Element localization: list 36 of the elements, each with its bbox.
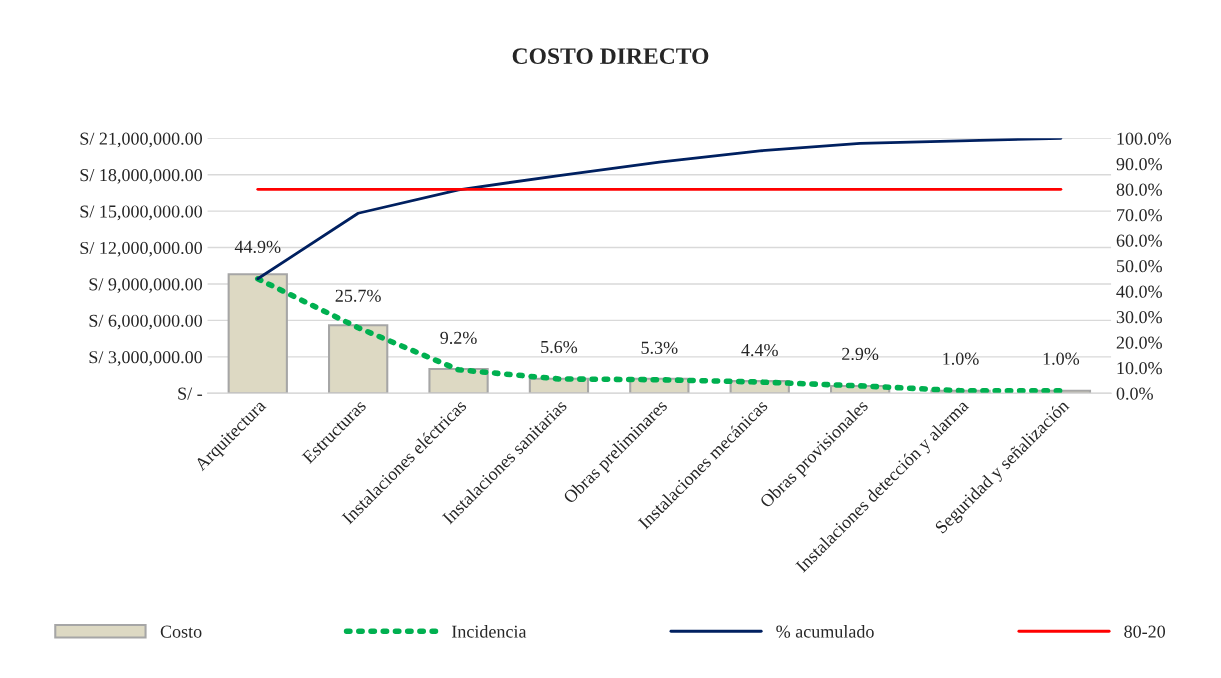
chart-title: COSTO DIRECTO (512, 48, 709, 65)
data-label: 9.2% (440, 331, 477, 344)
legend-label: % acumulado (776, 625, 874, 638)
y2-tick-label: 10.0% (1117, 362, 1162, 375)
y2-tick-label: 50.0% (1117, 260, 1162, 273)
y-tick-label: S/ 6,000,000.00 (89, 314, 203, 330)
data-label: 4.4% (741, 343, 778, 357)
legend-label: Incidencia (451, 625, 527, 638)
y2-tick-label: 30.0% (1116, 311, 1162, 324)
data-label: 5.6% (541, 340, 578, 354)
y2-tick-label: 90.0% (1116, 158, 1162, 171)
data-label: 1.0% (1043, 352, 1080, 365)
y-tick-label: S/ 15,000,000.00 (80, 205, 203, 221)
y2-tick-label: 40.0% (1116, 285, 1162, 298)
y-tick-label: S/ 3,000,000.00 (89, 351, 203, 366)
y-tick-label: S/ 18,000,000.00 (80, 168, 203, 184)
y-tick-label: S/ - (178, 387, 203, 400)
data-label: 25.7% (335, 289, 381, 302)
bar (428, 367, 489, 394)
y2-tick-label: 60.0% (1116, 234, 1162, 247)
y2-tick-label: 20.0% (1116, 336, 1162, 349)
y2-tick-label: 80.0% (1116, 183, 1162, 196)
legend-label: Costo (160, 625, 202, 638)
bar (328, 324, 389, 394)
data-label: 1.0% (943, 352, 979, 365)
data-label: 5.3% (641, 341, 678, 354)
y2-tick-label: 0.0% (1116, 387, 1153, 400)
legend-label: 80-20 (1124, 625, 1166, 638)
y-tick-label: S/ 12,000,000.00 (80, 241, 203, 257)
data-label: 2.9% (842, 347, 879, 361)
y2-tick-label: 70.0% (1117, 209, 1162, 222)
y2-tick-label: 100.0% (1117, 132, 1172, 145)
data-label: 44.9% (234, 240, 281, 253)
y-tick-label: S/ 21,000,000.00 (80, 132, 203, 148)
y-tick-label: S/ 9,000,000.00 (89, 278, 203, 294)
bar (227, 273, 288, 394)
